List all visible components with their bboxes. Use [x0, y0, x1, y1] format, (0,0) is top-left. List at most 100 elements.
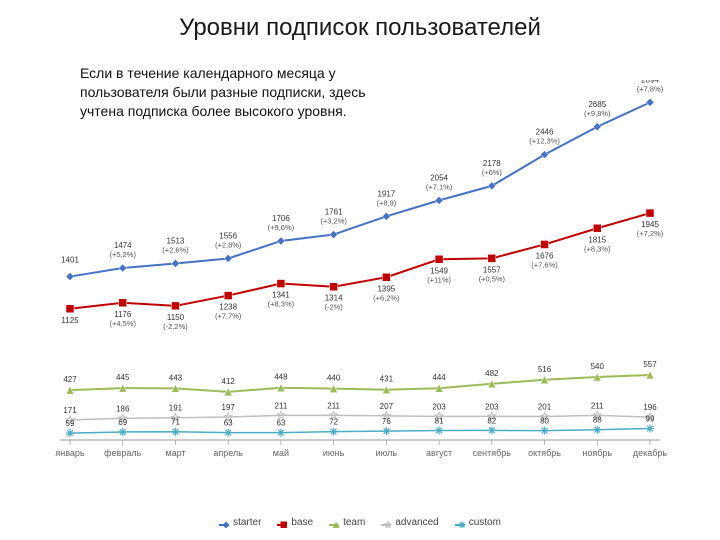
svg-text:(+7,1%): (+7,1%)	[426, 182, 453, 191]
svg-text:1945: 1945	[641, 220, 659, 229]
svg-text:82: 82	[487, 416, 496, 425]
svg-text:59: 59	[66, 419, 75, 428]
svg-text:63: 63	[224, 419, 233, 428]
svg-text:июнь: июнь	[323, 448, 345, 458]
svg-text:1917: 1917	[377, 189, 395, 198]
svg-text:1549: 1549	[430, 266, 448, 275]
svg-text:203: 203	[485, 402, 499, 411]
svg-text:1125: 1125	[61, 316, 79, 325]
svg-text:(+6%): (+6%)	[482, 168, 503, 177]
svg-text:557: 557	[643, 360, 657, 369]
svg-text:1815: 1815	[588, 235, 606, 244]
svg-text:(+9,8%): (+9,8%)	[584, 109, 611, 118]
svg-text:445: 445	[116, 373, 130, 382]
legend-label: team	[343, 517, 365, 528]
svg-text:71: 71	[171, 418, 180, 427]
svg-text:1706: 1706	[272, 214, 290, 223]
legend-label: advanced	[395, 517, 438, 528]
svg-text:(+9,6%): (+9,6%)	[268, 223, 295, 232]
svg-text:80: 80	[540, 417, 549, 426]
legend-item-team: team	[329, 517, 365, 528]
svg-text:440: 440	[327, 374, 341, 383]
legend-item-advanced: advanced	[381, 517, 438, 528]
svg-text:(-2%): (-2%)	[324, 303, 343, 312]
svg-text:1401: 1401	[61, 256, 79, 265]
svg-text:сентябрь: сентябрь	[473, 448, 512, 458]
svg-text:201: 201	[538, 403, 552, 412]
svg-text:(+7,8%): (+7,8%)	[637, 84, 664, 93]
svg-text:апрель: апрель	[213, 448, 243, 458]
svg-text:211: 211	[591, 401, 604, 410]
svg-text:2446: 2446	[536, 128, 554, 137]
svg-text:1341: 1341	[272, 291, 290, 300]
svg-text:72: 72	[329, 418, 338, 427]
svg-text:1176: 1176	[114, 310, 132, 319]
svg-text:(-2,2%): (-2,2%)	[163, 322, 188, 331]
svg-text:2178: 2178	[483, 159, 501, 168]
svg-text:482: 482	[485, 369, 499, 378]
svg-text:(+2,6%): (+2,6%)	[162, 245, 189, 254]
svg-text:171: 171	[63, 406, 77, 415]
svg-text:1557: 1557	[483, 265, 501, 274]
page-title: Уровни подписок пользователей	[0, 14, 720, 42]
svg-text:203: 203	[432, 402, 446, 411]
svg-text:1238: 1238	[219, 303, 237, 312]
svg-text:99: 99	[646, 414, 655, 423]
svg-text:443: 443	[169, 373, 183, 382]
svg-text:(+3,2%): (+3,2%)	[320, 217, 347, 226]
svg-text:февраль: февраль	[104, 448, 141, 458]
svg-text:2054: 2054	[430, 173, 448, 182]
svg-text:(+2,8%): (+2,8%)	[215, 240, 242, 249]
svg-text:1474: 1474	[114, 241, 132, 250]
svg-text:412: 412	[222, 377, 236, 386]
svg-text:(+7,7%): (+7,7%)	[215, 312, 242, 321]
svg-text:(+8,3%): (+8,3%)	[584, 244, 611, 253]
legend-label: base	[291, 517, 313, 528]
svg-text:март: март	[165, 448, 185, 458]
svg-text:1395: 1395	[377, 284, 395, 293]
svg-text:1513: 1513	[167, 236, 185, 245]
svg-text:май: май	[273, 448, 289, 458]
svg-text:июль: июль	[376, 448, 398, 458]
svg-text:448: 448	[274, 373, 288, 382]
svg-text:197: 197	[222, 403, 236, 412]
svg-text:(+5,2%): (+5,2%)	[109, 250, 136, 259]
svg-text:(+7,2%): (+7,2%)	[637, 229, 664, 238]
subscription-levels-chart: январьфевральмартапрельмайиюньиюльавгуст…	[40, 80, 680, 480]
svg-text:88: 88	[593, 416, 602, 425]
chart-legend: starter base team advanced custom	[0, 517, 720, 528]
svg-text:(+0,5%): (+0,5%)	[479, 274, 506, 283]
svg-text:186: 186	[116, 404, 130, 413]
svg-text:1676: 1676	[536, 251, 554, 260]
svg-text:196: 196	[643, 403, 657, 412]
legend-item-base: base	[277, 517, 313, 528]
svg-text:540: 540	[591, 362, 605, 371]
svg-text:516: 516	[538, 365, 552, 374]
legend-item-starter: starter	[219, 517, 261, 528]
legend-label: custom	[469, 517, 501, 528]
svg-text:427: 427	[63, 375, 77, 384]
svg-text:69: 69	[118, 418, 127, 427]
svg-text:431: 431	[380, 375, 394, 384]
svg-text:1150: 1150	[167, 313, 185, 322]
svg-text:1314: 1314	[325, 294, 343, 303]
svg-text:2685: 2685	[588, 100, 606, 109]
svg-text:211: 211	[327, 401, 340, 410]
svg-text:(+7,6%): (+7,6%)	[531, 260, 558, 269]
svg-text:63: 63	[276, 419, 285, 428]
svg-text:81: 81	[435, 417, 444, 426]
svg-text:декабрь: декабрь	[633, 448, 668, 458]
svg-text:191: 191	[169, 404, 183, 413]
svg-text:(+8,3%): (+8,3%)	[268, 300, 295, 309]
svg-text:(+4,5%): (+4,5%)	[109, 319, 136, 328]
svg-text:207: 207	[380, 402, 394, 411]
svg-text:октябрь: октябрь	[528, 448, 561, 458]
legend-item-custom: custom	[455, 517, 501, 528]
svg-text:(+6,2%): (+6,2%)	[373, 293, 400, 302]
svg-text:(+11%): (+11%)	[427, 275, 451, 284]
svg-text:1761: 1761	[325, 208, 343, 217]
svg-text:444: 444	[432, 373, 446, 382]
svg-text:(+12,3%): (+12,3%)	[529, 137, 560, 146]
svg-text:1556: 1556	[219, 231, 237, 240]
svg-text:ноябрь: ноябрь	[582, 448, 612, 458]
